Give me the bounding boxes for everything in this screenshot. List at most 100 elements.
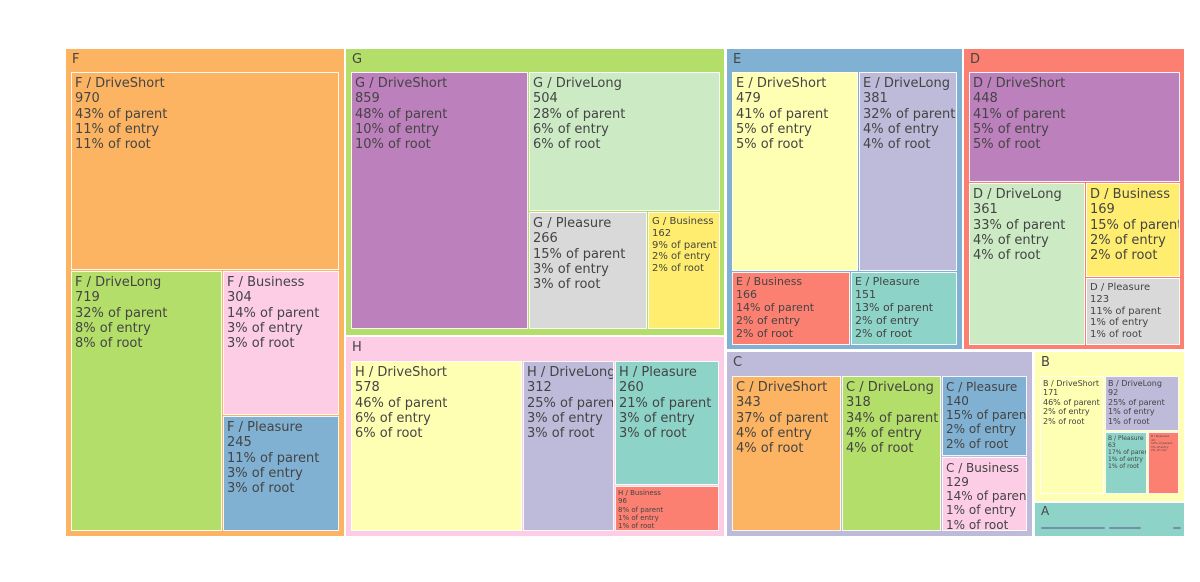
tile-pct-entry: 1% of entry [1108, 456, 1143, 464]
tile-pct-parent: 9% of parent [652, 239, 717, 251]
tile-b-driveshort[interactable]: B / DriveShort 171 46% of parent 2% of entr… [1040, 376, 1104, 494]
tile-g-drivelong[interactable]: G / DriveLong 504 28% of parent 6% of entry… [529, 72, 720, 211]
tile-pct-entry: 2% of entry [946, 422, 1016, 437]
tile-value: 151 [855, 287, 876, 301]
tile-label: D / Pleasure [1090, 282, 1151, 293]
tile-label: H / DriveLong [527, 365, 614, 380]
tile-c-driveshort[interactable]: C / DriveShort 343 37% of parent 4% of entr… [732, 376, 841, 531]
tile-value: 92 [1108, 388, 1119, 398]
tile-d-business[interactable]: D / Business 169 15% of parent 2% of entry 2… [1086, 183, 1180, 277]
tile-pct-root: 5% of root [736, 137, 804, 153]
tile-pct-entry: 3% of entry [533, 261, 609, 277]
tile-label: D / DriveLong [973, 187, 1062, 202]
tile-pct-entry: 1% of entry [1090, 317, 1149, 329]
tile-pct-root: 5% of root [973, 137, 1041, 153]
tile-h-drivelong[interactable]: H / DriveLong 312 25% of parent 3% of entry… [523, 361, 614, 531]
tile-value: 970 [75, 91, 100, 107]
tile-f-drivelong[interactable]: F / DriveLong 719 32% of parent 8% of entry… [71, 271, 222, 531]
tile-pct-root: 11% of root [75, 137, 151, 153]
tile-value: 171 [1043, 388, 1059, 398]
tile-pct-root: 1% of root [1108, 416, 1150, 426]
tile-f-business[interactable]: F / Business 304 14% of parent 3% of entry 3… [223, 271, 339, 415]
tile-pct-parent: 41% of parent [736, 106, 829, 122]
tile-label: G / Business [652, 216, 714, 227]
tile-e-drivelong[interactable]: E / DriveLong 381 32% of parent 4% of entry… [859, 72, 957, 271]
tile-e-business[interactable]: E / Business 166 14% of parent 2% of entry 2… [732, 272, 850, 345]
tile-value: 169 [1090, 202, 1115, 218]
tile-pct-entry: 1% of entry [618, 513, 659, 522]
tile-pct-root: 1% of root [1090, 329, 1142, 341]
tile-h-business[interactable]: H / Business 96 8% of parent 1% of entry 1% … [615, 486, 719, 531]
tile-g-driveshort[interactable]: G / DriveShort 859 48% of parent 10% of ent… [351, 72, 528, 329]
tile-d-drivelong[interactable]: D / DriveLong 361 33% of parent 4% of entry… [969, 183, 1085, 345]
tile-label: C / DriveShort [736, 380, 828, 395]
tile-c-pleasure[interactable]: C / Pleasure 140 15% of parent 2% of entry 2… [942, 376, 1027, 456]
tile-pct-entry: 3% of entry [227, 320, 303, 336]
tile-pct-parent: 34% of parent [846, 410, 939, 426]
tile-label: G / DriveLong [533, 76, 622, 91]
tile-value: 381 [863, 91, 888, 107]
tile-label: C / Business [946, 461, 1019, 475]
tile-pct-root: 6% of root [533, 137, 601, 153]
tile-pct-root: 3% of root [227, 481, 295, 497]
tile-label: E / DriveShort [736, 76, 827, 91]
tile-d-driveshort[interactable]: D / DriveShort 448 41% of parent 5% of entr… [969, 72, 1180, 182]
tile-label: H / Business [618, 489, 661, 497]
tile-value: 504 [533, 91, 558, 107]
tile-label: B / DriveShort [1043, 379, 1100, 388]
tile-pct-root: 3% of root [227, 336, 295, 352]
tile-f-pleasure[interactable]: F / Pleasure 245 11% of parent 3% of entry 3… [223, 416, 339, 531]
tile-pct-root: 4% of root [846, 441, 914, 457]
tile-value: 162 [652, 227, 672, 239]
tile-pct-root: 1% of root [1151, 448, 1167, 453]
tile-b-pleasure[interactable]: B / Pleasure 63 17% of parent 1% of entry 1%… [1105, 432, 1147, 494]
tile-label: B / Pleasure [1108, 435, 1144, 442]
tile-pct-parent: 28% of parent [533, 106, 626, 122]
tile-pct-root: 6% of root [355, 426, 423, 442]
tile-pct-root: 2% of root [855, 326, 913, 340]
tile-pct-parent: 46% of parent [355, 395, 448, 411]
tile-f-driveshort[interactable]: F / DriveShort 970 43% of parent 11% of ent… [71, 72, 339, 270]
tile-pct-entry: 4% of entry [846, 425, 922, 441]
tile-pct-parent: 46% of parent [1043, 397, 1100, 407]
tile-label: F / Business [227, 275, 305, 290]
group-label-e: E [733, 52, 742, 67]
tile-pct-entry: 8% of entry [75, 320, 151, 336]
tile-c-business[interactable]: C / Business 129 14% of parent 1% of entry 1… [942, 457, 1027, 531]
tile-label: C / DriveLong [846, 380, 934, 395]
tile-b-drivelong[interactable]: B / DriveLong 92 25% of parent 1% of entry 1… [1105, 376, 1179, 431]
tile-pct-root: 3% of root [527, 426, 595, 442]
tile-e-pleasure[interactable]: E / Pleasure 151 13% of parent 2% of entry 2… [851, 272, 957, 345]
tile-g-pleasure[interactable]: G / Pleasure 266 15% of parent 3% of entry 3… [529, 212, 647, 329]
tile-value: 96 [618, 497, 627, 506]
tile-b-business[interactable]: B / Business 44 12% of parent 1% of entry 1%… [1148, 432, 1179, 494]
tile-label: B / Business [1151, 434, 1170, 438]
tile-pct-parent: 32% of parent [863, 106, 956, 122]
tile-value: 343 [736, 395, 761, 411]
tile-value: 266 [533, 231, 558, 247]
tile-h-pleasure[interactable]: H / Pleasure 260 21% of parent 3% of entry 3… [615, 361, 719, 485]
tile-value: 260 [619, 380, 644, 396]
tile-pct-entry: 5% of entry [973, 121, 1049, 137]
tile-g-business[interactable]: G / Business 162 9% of parent 2% of entry 2%… [648, 212, 720, 329]
group-a[interactable]: A [1035, 503, 1184, 536]
tile-h-driveshort[interactable]: H / DriveShort 578 46% of parent 6% of entr… [351, 361, 522, 531]
tile-value: 166 [736, 287, 757, 301]
tile-e-driveshort[interactable]: E / DriveShort 479 41% of parent 5% of entr… [732, 72, 858, 271]
tile-value: 448 [973, 91, 998, 107]
tile-pct-parent: 12% of parent [1151, 441, 1173, 446]
tile-label: H / DriveShort [355, 365, 447, 380]
tile-label: D / DriveShort [973, 76, 1066, 91]
collapsed-strip [1041, 527, 1105, 529]
tile-value: 140 [946, 394, 969, 409]
tile-d-pleasure[interactable]: D / Pleasure 123 11% of parent 1% of entry 1… [1086, 278, 1180, 345]
collapsed-strip [1109, 527, 1141, 529]
tile-pct-entry: 5% of entry [736, 121, 812, 137]
tile-pct-entry: 2% of entry [1090, 232, 1166, 248]
tile-pct-root: 3% of root [533, 277, 601, 293]
tile-pct-root: 2% of root [736, 326, 794, 340]
tile-pct-parent: 15% of parent [1090, 217, 1180, 233]
tile-c-drivelong[interactable]: C / DriveLong 318 34% of parent 4% of entry… [842, 376, 941, 531]
tile-label: F / DriveShort [75, 76, 165, 91]
tile-pct-root: 8% of root [75, 336, 143, 352]
